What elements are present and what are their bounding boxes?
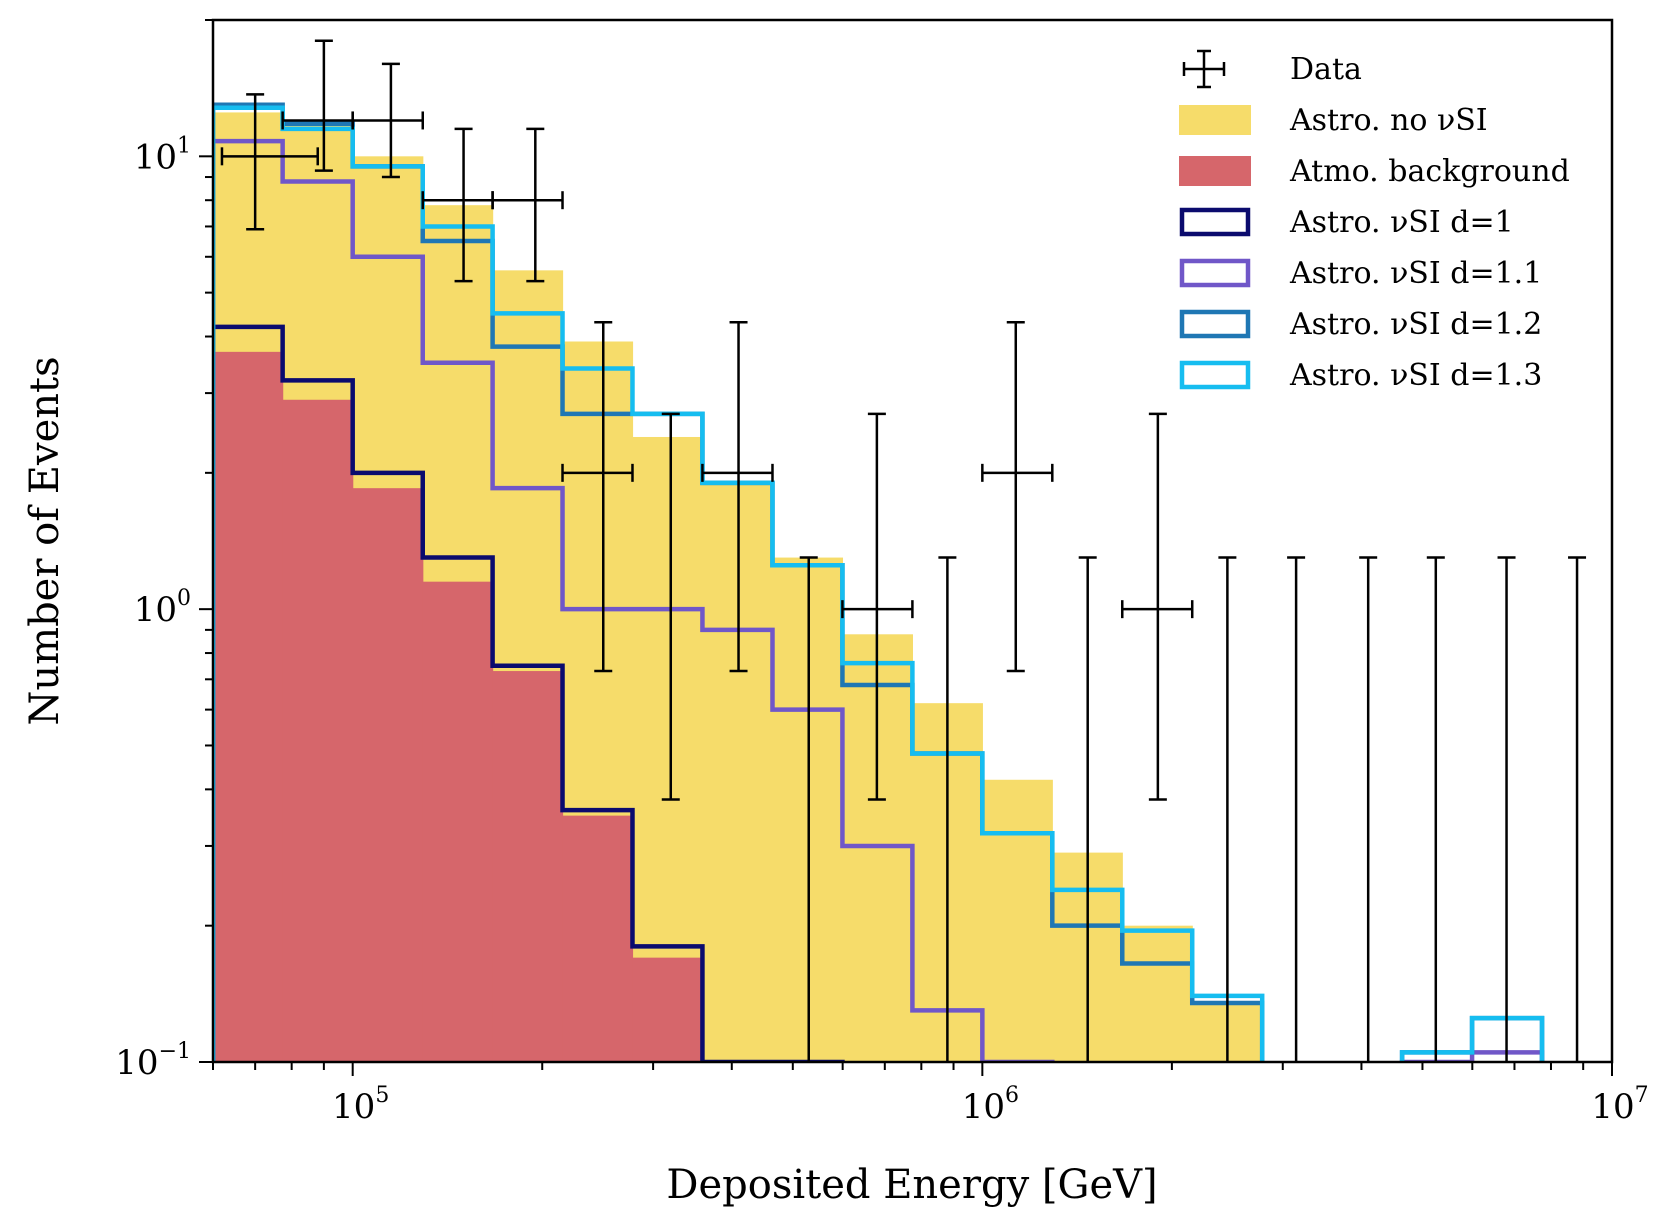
- data-point-13: [1121, 412, 1194, 801]
- bar-atmo-background-6: [632, 957, 704, 1062]
- legend-label-6: Astro. νSI d=1.3: [1289, 358, 1542, 393]
- bar-atmo-background-4: [492, 671, 564, 1062]
- step-astro-si-d-1: [213, 324, 845, 1062]
- data-point-11: [981, 321, 1054, 673]
- data-point-16: [1359, 556, 1378, 1062]
- bar-astro-no-si-13: [1122, 925, 1193, 1062]
- filled-histograms: [213, 112, 1263, 1062]
- x-tick-label-1: 106: [962, 1083, 1019, 1127]
- data-point-15: [1287, 556, 1306, 1062]
- data-point-5: [561, 321, 634, 673]
- legend-entry-3: Astro. νSI d=1: [1179, 205, 1514, 240]
- legend-label-1: Astro. no νSI: [1289, 103, 1488, 138]
- data-point-4: [491, 127, 564, 283]
- bar-atmo-background-2: [352, 488, 424, 1062]
- data-point-2: [351, 62, 424, 179]
- data-point-6: [661, 412, 680, 801]
- data-point-19: [1568, 556, 1587, 1062]
- axis-tick-labels: 105 106 107 10−1 100 101: [115, 133, 1648, 1127]
- legend-label-5: Astro. νSI d=1.2: [1289, 307, 1542, 342]
- data-point-10: [938, 556, 957, 1062]
- y-tick-label-1: 100: [134, 586, 191, 630]
- bar-atmo-background-0: [213, 351, 284, 1062]
- bar-atmo-background-5: [562, 815, 634, 1062]
- legend-entry-6: Astro. νSI d=1.3: [1179, 358, 1542, 393]
- bar-atmo-background-3: [422, 581, 494, 1062]
- legend-entry-4: Astro. νSI d=1.1: [1179, 256, 1542, 291]
- bar-atmo-background-1: [282, 399, 354, 1062]
- data-errorbars: [220, 39, 1587, 1062]
- data-point-8: [799, 556, 818, 1062]
- step-astro-si-d-1-1: [213, 138, 1545, 1062]
- legend-label-4: Astro. νSI d=1.1: [1289, 256, 1542, 291]
- data-point-12: [1078, 556, 1097, 1062]
- axis-ticks: [199, 19, 1613, 1076]
- data-point-0: [220, 93, 319, 231]
- data-point-7: [701, 321, 774, 673]
- x-axis-label: Deposited Energy [GeV]: [666, 1162, 1157, 1208]
- data-point-17: [1426, 556, 1445, 1062]
- plot-frame: [211, 18, 1614, 1064]
- legend-entry-1: Astro. no νSI: [1179, 103, 1488, 138]
- data-point-14: [1218, 556, 1237, 1062]
- x-tick-label-2: 107: [1591, 1083, 1648, 1127]
- y-tick-label-2: 101: [134, 133, 191, 177]
- legend-entry-5: Astro. νSI d=1.2: [1179, 307, 1542, 342]
- legend-entry-2: Atmo. background: [1179, 154, 1570, 189]
- legend-label-3: Astro. νSI d=1: [1289, 205, 1514, 240]
- data-point-9: [841, 412, 914, 801]
- legend-label-2: Atmo. background: [1289, 154, 1570, 189]
- legend-entry-0: Data: [1182, 49, 1362, 89]
- legend-label-0: Data: [1290, 52, 1362, 87]
- y-tick-label-0: 10−1: [115, 1039, 191, 1083]
- y-axis-label: Number of Events: [22, 356, 68, 725]
- data-point-18: [1497, 556, 1516, 1062]
- x-tick-label-0: 105: [332, 1083, 389, 1127]
- bar-astro-no-si-11: [982, 779, 1053, 1062]
- legend: Data Astro. no νSI Atmo. background Astro. …: [1179, 49, 1570, 393]
